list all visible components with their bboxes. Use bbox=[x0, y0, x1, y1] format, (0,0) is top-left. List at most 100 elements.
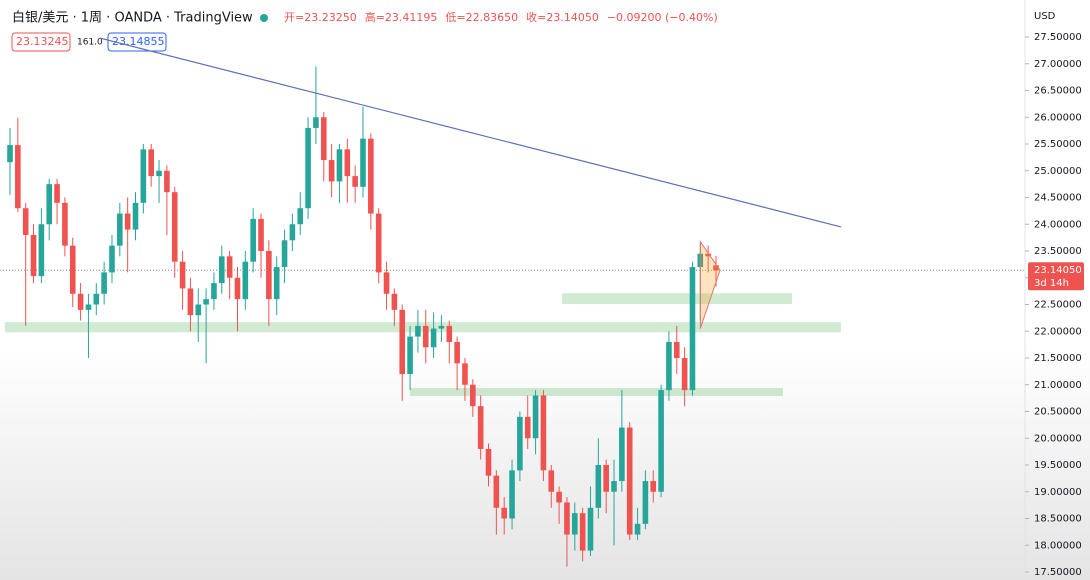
candle-body bbox=[485, 448, 492, 476]
candle-body bbox=[548, 470, 555, 492]
candle-body bbox=[517, 416, 523, 471]
candle-body bbox=[658, 390, 664, 492]
candle-body bbox=[305, 127, 311, 209]
candle-body bbox=[611, 481, 617, 492]
candle-body bbox=[673, 341, 680, 358]
candle-body bbox=[454, 341, 460, 364]
info-tag: 161.0 bbox=[77, 38, 103, 48]
candle-body bbox=[46, 184, 53, 225]
candle-body bbox=[556, 491, 562, 503]
candle-body bbox=[15, 145, 21, 209]
candle-body bbox=[407, 336, 413, 375]
y-tick-label: 21.00000 bbox=[1034, 380, 1082, 391]
candle-body bbox=[109, 245, 115, 273]
candle-body bbox=[344, 149, 351, 177]
candle-body bbox=[93, 293, 100, 305]
candle-body bbox=[587, 507, 594, 551]
candle-body bbox=[540, 395, 547, 471]
candle-body bbox=[140, 149, 147, 203]
candle-body bbox=[226, 256, 233, 278]
support-zone bbox=[562, 293, 792, 304]
candle-body bbox=[62, 202, 68, 246]
candle-body bbox=[250, 218, 256, 262]
candle-body bbox=[85, 304, 92, 310]
candle-body bbox=[328, 160, 335, 182]
candle-body bbox=[501, 507, 507, 519]
candle-body bbox=[38, 224, 45, 277]
ohlc-value: 低=22.83650 bbox=[445, 11, 518, 24]
candle-body bbox=[477, 406, 484, 449]
trendline bbox=[99, 37, 842, 228]
chart-title: 白银/美元 · 1周 · OANDA · TradingView bbox=[12, 10, 253, 26]
candle-body bbox=[132, 202, 139, 230]
candle-body bbox=[273, 267, 280, 300]
candle-body bbox=[54, 184, 60, 203]
candle-body bbox=[603, 465, 609, 492]
candle-body bbox=[705, 253, 711, 257]
y-tick-label: 22.50000 bbox=[1034, 300, 1082, 311]
candle-body bbox=[666, 341, 672, 391]
candle-body bbox=[564, 502, 570, 535]
candle-body bbox=[164, 170, 170, 193]
y-tick-label: 24.50000 bbox=[1034, 193, 1082, 204]
candle-body bbox=[69, 245, 76, 294]
y-tick-label: 27.50000 bbox=[1034, 32, 1082, 43]
y-tick-label: 17.50000 bbox=[1034, 567, 1082, 578]
candle-body bbox=[415, 325, 421, 337]
candle-body bbox=[509, 470, 515, 519]
y-tick-label: 22.00000 bbox=[1034, 326, 1082, 337]
ohlc-value: 开=23.23250 bbox=[284, 11, 357, 24]
candle-body bbox=[391, 293, 398, 310]
candle-body bbox=[375, 213, 382, 273]
candle-body bbox=[148, 149, 154, 177]
ohlc-value: −0.09200 (−0.40%) bbox=[607, 11, 718, 24]
y-tick-label: 26.00000 bbox=[1034, 112, 1082, 123]
candle-body bbox=[572, 513, 578, 535]
candle-body bbox=[430, 328, 437, 348]
price-label-box bbox=[1028, 262, 1084, 291]
candle-body bbox=[368, 138, 374, 214]
candle-body bbox=[689, 267, 696, 391]
candle-body bbox=[336, 149, 343, 182]
candle-body bbox=[619, 427, 625, 482]
candle-body bbox=[179, 261, 186, 289]
candle-body bbox=[297, 208, 304, 225]
y-tick-label: 21.50000 bbox=[1034, 353, 1082, 364]
candle-body bbox=[626, 427, 633, 535]
candle-body bbox=[203, 299, 209, 305]
candle-body bbox=[313, 117, 319, 128]
candle-body bbox=[399, 309, 406, 375]
ohlc-value: 高=23.41195 bbox=[365, 10, 438, 24]
y-tick-label: 20.00000 bbox=[1034, 433, 1082, 444]
candle-body bbox=[124, 213, 131, 230]
info-tag-box bbox=[107, 32, 167, 52]
y-tick-label: 24.00000 bbox=[1034, 219, 1082, 230]
candle-body bbox=[234, 277, 241, 300]
candle-body bbox=[650, 481, 657, 492]
candle-body bbox=[195, 304, 202, 316]
candle-body bbox=[595, 465, 602, 508]
candle-body bbox=[470, 384, 476, 407]
y-tick-label: 19.50000 bbox=[1034, 460, 1082, 471]
ohlc-value: 收=23.14050 bbox=[526, 10, 599, 24]
currency[interactable]: USD bbox=[1034, 11, 1056, 22]
y-tick-label: 20.50000 bbox=[1034, 407, 1082, 418]
candle-body bbox=[524, 416, 531, 439]
candle-body bbox=[30, 234, 37, 277]
candle-body bbox=[171, 192, 178, 262]
candle-body bbox=[77, 293, 84, 310]
candle-body bbox=[579, 513, 586, 551]
candle-body bbox=[117, 213, 123, 246]
triangle-drawing bbox=[699, 240, 721, 329]
y-tick-label: 18.00000 bbox=[1034, 540, 1082, 551]
candle-body bbox=[532, 395, 539, 439]
y-tick-label: 23.50000 bbox=[1034, 246, 1082, 257]
info-tag: 23.14855 bbox=[112, 35, 165, 48]
candle-body bbox=[634, 523, 641, 535]
y-tick-label: 18.50000 bbox=[1034, 514, 1082, 525]
candle-body bbox=[242, 261, 249, 300]
candle-body bbox=[289, 224, 296, 241]
candle-body bbox=[438, 325, 445, 329]
candle-body bbox=[446, 325, 453, 342]
